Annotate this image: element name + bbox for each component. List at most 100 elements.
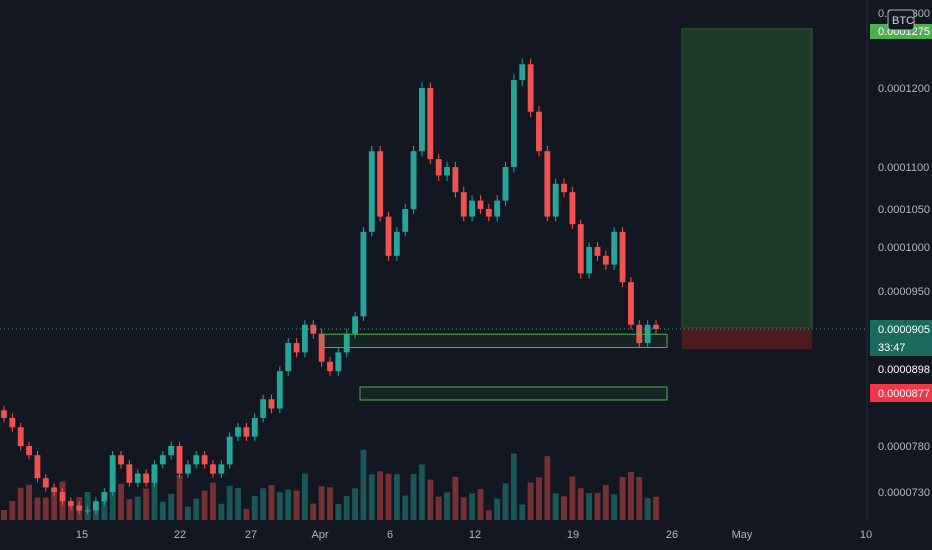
volume-bar: [360, 449, 367, 520]
current-price-text: 0.0000905: [878, 324, 930, 336]
candle-body: [243, 427, 250, 437]
volume-bar: [477, 489, 484, 520]
candle-body: [586, 247, 593, 274]
volume-bar: [310, 503, 317, 520]
time-tick-label: 6: [387, 529, 393, 541]
candle-body: [494, 200, 501, 217]
candle-body: [59, 492, 66, 502]
price-tick-label: 0.0000780: [878, 441, 930, 453]
current-price-tag: 0.0000905 33:47: [870, 320, 932, 356]
volume-bar: [469, 493, 476, 520]
candle-body: [42, 478, 49, 488]
price-tick-label: 0.0001200: [878, 83, 930, 95]
candle-body: [276, 371, 283, 409]
time-tick-label: 26: [666, 529, 678, 541]
volume-bar: [9, 501, 16, 520]
candle-body: [519, 64, 526, 81]
volume-bar: [118, 483, 124, 520]
candle-body: [293, 343, 300, 353]
volume-bar: [260, 488, 267, 520]
candle-body: [226, 436, 233, 465]
time-tick-label: 10: [860, 529, 872, 541]
volume-bar: [561, 496, 567, 520]
candle-body: [544, 151, 551, 217]
candle-body: [527, 64, 534, 112]
candle-body: [385, 216, 392, 256]
volume-bar: [159, 501, 166, 520]
entry-price-tag: 0.0000898: [870, 361, 932, 377]
volume-bar: [151, 475, 158, 520]
candle-body: [109, 455, 116, 492]
currency-badge[interactable]: BTC: [887, 9, 915, 31]
candle-body: [460, 192, 467, 217]
candle-body: [577, 224, 584, 274]
candle-body: [393, 231, 400, 256]
candle-body: [552, 183, 559, 217]
volume-bar: [419, 464, 425, 520]
support-zone-lower[interactable]: [359, 386, 668, 401]
volume-bar: [276, 492, 283, 520]
candle-body: [184, 464, 191, 474]
volume-bar: [218, 503, 225, 520]
time-tick-label: 22: [174, 529, 186, 541]
volume-bar: [42, 497, 49, 520]
price-tick-label: 0.0001050: [878, 204, 930, 216]
take-profit-zone[interactable]: [681, 28, 813, 329]
price-tick-label: 0.0001000: [878, 242, 930, 254]
candle-body: [452, 167, 459, 193]
volume-bar: [586, 493, 593, 520]
candle-body: [285, 343, 292, 372]
time-axis[interactable]: 15 22 27 Apr 6 12 19 26 May 10: [76, 529, 872, 541]
candle-body: [377, 151, 384, 217]
candle-body: [143, 473, 150, 483]
volume-bar: [427, 479, 434, 520]
stop-price-tag: 0.0000877: [870, 384, 932, 402]
candle-body: [126, 464, 133, 483]
candle-body: [176, 446, 183, 474]
candle-body: [151, 464, 158, 483]
candle-body: [159, 455, 166, 465]
volume-bar: [51, 492, 58, 520]
volume-bar: [134, 496, 141, 520]
volume-bar: [251, 496, 258, 520]
volume-bar: [285, 489, 292, 520]
candle-body: [210, 464, 216, 474]
candle-body: [218, 464, 225, 474]
volume-bar: [1, 510, 7, 520]
volume-bar: [226, 485, 233, 520]
countdown-text: 33:47: [878, 342, 906, 354]
candle-body: [427, 88, 434, 160]
currency-label: BTC: [892, 15, 914, 27]
time-tick-label: May: [732, 529, 753, 541]
candle-body: [134, 473, 141, 483]
volume-bar: [377, 471, 384, 520]
volume-bar: [485, 510, 492, 520]
volume-bar: [168, 493, 175, 520]
volume-bar: [17, 487, 24, 520]
candle-body: [352, 316, 359, 334]
candle-body: [594, 247, 601, 256]
candle-body: [118, 455, 124, 465]
candle-body: [536, 111, 542, 152]
support-zone-upper[interactable]: [322, 333, 668, 349]
candle-body: [569, 192, 576, 225]
volume-bar: [393, 474, 400, 520]
stop-loss-zone[interactable]: [682, 327, 812, 350]
candle-body: [268, 399, 275, 409]
volume-bar: [519, 504, 526, 520]
volume-bar: [143, 488, 150, 520]
volume-bar: [126, 499, 133, 520]
volume-bar: [343, 496, 350, 520]
volume-bar: [435, 496, 442, 520]
volume-bar: [109, 476, 116, 520]
time-tick-label: 12: [469, 529, 481, 541]
volume-bar: [602, 484, 609, 520]
volume-bar: [410, 474, 417, 520]
volume-bar: [235, 488, 241, 520]
entry-price-text: 0.0000898: [878, 364, 930, 376]
volume-bar: [536, 477, 542, 520]
candle-body: [327, 361, 333, 372]
position-zones: [322, 28, 813, 401]
time-tick-label: 19: [567, 529, 579, 541]
